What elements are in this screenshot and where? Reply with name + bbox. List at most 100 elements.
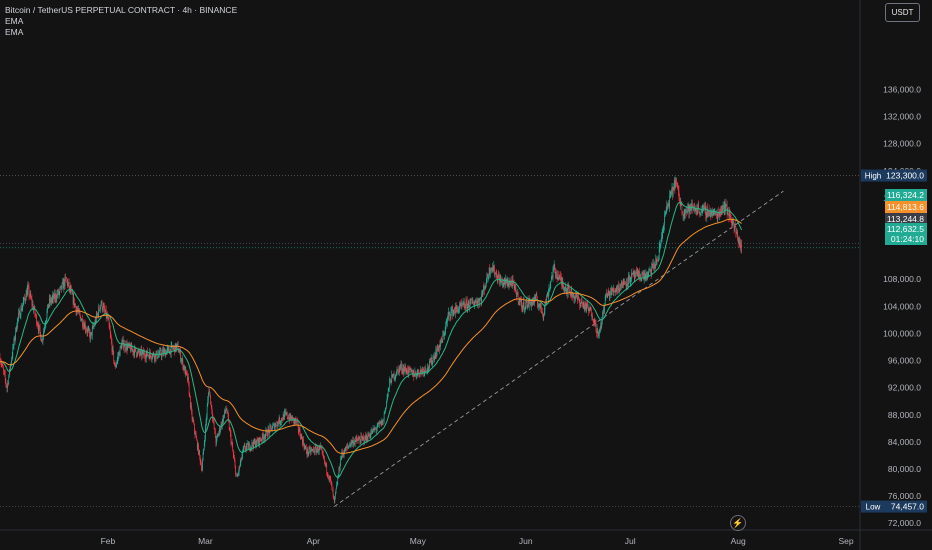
candle-body (420, 369, 422, 372)
candle-body (632, 272, 634, 274)
candle-body (74, 304, 76, 306)
candle-body (92, 326, 94, 329)
candle-body (34, 307, 36, 314)
candle-body (84, 324, 86, 330)
candle-body (31, 299, 33, 305)
symbol-title[interactable]: Bitcoin / TetherUS PERPETUAL CONTRACT · … (5, 5, 238, 15)
candle-body (50, 298, 51, 303)
candle-body (604, 303, 606, 311)
candle-body (408, 367, 409, 374)
candle-body (552, 268, 554, 278)
candle-body (710, 211, 712, 216)
candle-body (434, 355, 435, 360)
candle-body (584, 303, 585, 310)
candle-body (230, 433, 232, 443)
candle-body (431, 361, 433, 365)
currency-button[interactable]: USDT (885, 3, 920, 22)
candle-body (297, 423, 299, 430)
candle-body (546, 294, 548, 296)
candle-body (335, 488, 337, 494)
candle-body (1, 364, 3, 366)
candle-body (400, 364, 402, 367)
candle-body (118, 355, 119, 357)
candle-body (488, 267, 490, 278)
candle-body (197, 444, 199, 449)
candle-body (212, 418, 214, 419)
candle-body (14, 338, 15, 341)
x-tick-label: Jul (625, 536, 636, 546)
candle-body (185, 369, 187, 373)
candle-body (360, 441, 361, 443)
candle-body (566, 287, 568, 291)
candle-body (61, 283, 63, 290)
candle-body (106, 315, 108, 318)
candle-body (42, 339, 43, 341)
candle-body (39, 327, 41, 333)
y-tick-label: 104,000.0 (883, 301, 921, 311)
candle-body (59, 288, 61, 292)
candle-body (326, 472, 328, 475)
ema-indicator-2[interactable]: EMA (5, 27, 24, 37)
candle-body (234, 458, 235, 462)
ema-indicator-1[interactable]: EMA (5, 16, 24, 26)
candle-body (82, 325, 84, 327)
candle-body (460, 302, 462, 306)
candle-body (647, 272, 648, 277)
candle-body (493, 266, 495, 272)
candle-body (54, 294, 56, 299)
candle-body (390, 379, 391, 384)
trendline (333, 190, 784, 507)
candle-body (190, 405, 192, 407)
candle-body (72, 293, 74, 304)
candle-body (466, 300, 467, 302)
candle-body (322, 450, 323, 454)
x-tick-label: Sep (839, 536, 854, 546)
candle-body (486, 274, 488, 283)
candle-body (374, 428, 376, 430)
candle-body (717, 212, 719, 219)
candle-body (236, 475, 238, 477)
candle-body (483, 286, 485, 288)
candle-body (584, 305, 586, 310)
candle-body (454, 310, 455, 312)
candle-body (93, 326, 94, 327)
candle-body (622, 287, 624, 288)
candle-body (194, 430, 196, 436)
candle-body (353, 442, 355, 445)
candle-body (116, 362, 117, 365)
candle-body (58, 290, 59, 294)
candle-body (671, 186, 673, 195)
candle-body (503, 279, 505, 284)
candle-body (280, 421, 282, 423)
candle-body (220, 428, 221, 432)
candle-body (43, 331, 44, 337)
candle-body (253, 440, 255, 444)
candle-body (147, 355, 149, 356)
candle-body (235, 465, 236, 475)
candle-body (290, 414, 292, 419)
candle-body (210, 404, 212, 406)
lightning-bolt-icon[interactable]: ⚡ (730, 515, 746, 531)
candle-body (638, 271, 640, 277)
candle-body (170, 345, 172, 355)
candle-body (167, 347, 169, 349)
candle-body (321, 447, 322, 449)
candle-body (722, 207, 723, 212)
candle-body (625, 283, 626, 284)
candle-body (407, 373, 409, 374)
candle-body (219, 428, 220, 433)
candle-body (626, 278, 628, 286)
candle-body (352, 440, 354, 442)
candle-body (456, 306, 458, 310)
candle-body (578, 297, 580, 302)
candle-body (288, 417, 289, 420)
candle-body (470, 299, 471, 302)
candle-body (84, 324, 86, 329)
candle-body (366, 436, 368, 440)
candle-body (597, 333, 599, 337)
candle-body (267, 428, 269, 437)
candle-body (588, 308, 589, 312)
candle-body (458, 309, 460, 310)
candle-body (637, 271, 639, 274)
